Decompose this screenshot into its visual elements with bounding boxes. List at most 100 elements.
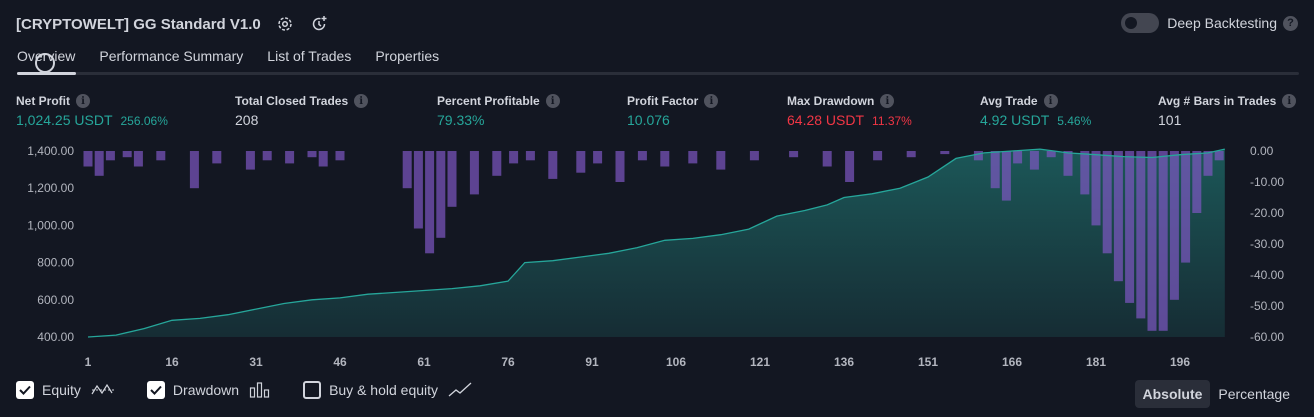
drawdown-bar — [335, 151, 345, 161]
drawdown-bar — [789, 151, 799, 158]
info-icon[interactable]: i — [545, 94, 560, 108]
x-tick-label: 16 — [165, 355, 179, 369]
drawdown-bar — [105, 151, 115, 161]
drawdown-bar — [262, 151, 272, 161]
y-right-tick-label: -20.00 — [1250, 206, 1284, 220]
drawdown-bar — [688, 151, 698, 164]
x-tick-label: 76 — [501, 355, 515, 369]
y-left-tick-label: 1,200.00 — [27, 181, 74, 195]
drawdown-checkbox[interactable]: Drawdown — [146, 381, 271, 399]
drawdown-bar — [189, 151, 199, 189]
y-right-tick-label: -50.00 — [1250, 299, 1284, 313]
drawdown-bar — [1113, 151, 1123, 282]
metric-value: 79.33% — [437, 112, 485, 128]
active-tab-indicator — [17, 72, 76, 75]
y-left-tick-label: 1,000.00 — [27, 218, 74, 232]
drawdown-bar — [1158, 151, 1168, 331]
add-alert-icon[interactable] — [309, 14, 329, 34]
trend-line-icon — [448, 382, 472, 398]
drawdown-bar — [1181, 151, 1191, 263]
drawdown-bar — [212, 151, 222, 164]
drawdown-bar — [1169, 151, 1179, 300]
absolute-button[interactable]: Absolute — [1134, 380, 1211, 408]
x-tick-label: 151 — [918, 355, 938, 369]
drawdown-bar — [469, 151, 479, 195]
drawdown-bar — [1147, 151, 1157, 331]
drawdown-bar — [156, 151, 166, 161]
drawdown-bar — [1046, 151, 1056, 158]
drawdown-bar — [593, 151, 603, 164]
x-tick-label: 196 — [1170, 355, 1190, 369]
percentage-button[interactable]: Percentage — [1218, 386, 1290, 402]
checkbox-checked-icon — [146, 381, 165, 399]
metric-label: Avg Trade — [980, 94, 1038, 108]
drawdown-bar — [716, 151, 726, 170]
scale-mode-switch: Absolute Percentage — [1134, 380, 1299, 408]
drawdown-bar — [83, 151, 93, 167]
drawdown-bar — [94, 151, 104, 176]
drawdown-bar — [1214, 151, 1224, 161]
checkbox-checked-icon — [16, 381, 34, 399]
help-icon[interactable]: ? — [1283, 15, 1298, 31]
info-icon[interactable]: i — [1043, 94, 1058, 108]
info-icon[interactable]: i — [76, 94, 90, 108]
tab-underline — [17, 72, 1299, 75]
metric-net-profit: Net Profit i 1,024.25 USDT 256.06% — [16, 93, 168, 128]
mouse-cursor — [35, 53, 55, 73]
x-tick-label: 106 — [666, 355, 686, 369]
drawdown-bar — [660, 151, 670, 167]
drawdown-bar — [973, 151, 983, 161]
deep-backtesting: Deep Backtesting ? — [1121, 13, 1298, 33]
tab-performance-summary[interactable]: Performance Summary — [99, 48, 244, 64]
y-right-tick-label: -10.00 — [1250, 175, 1284, 189]
info-icon[interactable]: i — [880, 94, 895, 108]
settings-gear-icon[interactable] — [275, 14, 295, 34]
tab-properties[interactable]: Properties — [375, 48, 440, 64]
metric-profit-factor: Profit Factor i 10.076 — [627, 93, 719, 128]
drawdown-bar — [615, 151, 625, 182]
drawdown-bar — [1125, 151, 1135, 303]
x-tick-label: 181 — [1086, 355, 1106, 369]
deep-backtesting-toggle[interactable] — [1121, 13, 1160, 33]
buy-hold-label: Buy & hold equity — [329, 382, 439, 398]
equity-drawdown-chart[interactable]: 1,400.00 1,200.00 1,000.00 800.00 600.00 400.… — [0, 140, 1314, 375]
drawdown-bar — [285, 151, 295, 164]
bar-chart-icon — [249, 382, 271, 398]
drawdown-bar — [1136, 151, 1146, 319]
metric-value: 1,024.25 USDT — [16, 112, 113, 128]
equity-line — [87, 148, 1225, 338]
metric-value: 101 — [1158, 112, 1182, 128]
report-tabs: Overview Performance Summary List of Tra… — [17, 48, 463, 66]
drawdown-bar — [402, 151, 412, 189]
x-tick-label: 121 — [750, 355, 770, 369]
x-tick-label: 31 — [249, 355, 263, 369]
drawdown-bar — [1063, 151, 1073, 176]
drawdown-label: Drawdown — [172, 382, 240, 398]
drawdown-bar — [245, 151, 255, 170]
drawdown-bar — [749, 151, 759, 161]
metric-avg-trade: Avg Trade i 4.92 USDT 5.46% — [980, 93, 1091, 128]
tab-list-of-trades[interactable]: List of Trades — [267, 48, 352, 64]
y-right-tick-label: 0.00 — [1250, 144, 1274, 158]
info-icon[interactable]: i — [354, 94, 369, 108]
drawdown-bar — [1029, 151, 1039, 170]
metric-percent: 256.06% — [120, 114, 168, 128]
line-chart-icon — [91, 383, 115, 397]
deep-backtesting-label: Deep Backtesting — [1167, 15, 1277, 31]
metric-label: Total Closed Trades — [235, 94, 349, 108]
buy-hold-equity-checkbox[interactable]: Buy & hold equity — [303, 381, 472, 399]
metric-value: 208 — [235, 112, 259, 128]
x-tick-label: 46 — [333, 355, 347, 369]
drawdown-bar — [576, 151, 586, 173]
drawdown-bar — [1192, 151, 1202, 213]
drawdown-bar — [873, 151, 883, 161]
checkbox-unchecked-icon — [303, 381, 322, 399]
info-icon[interactable]: i — [1282, 94, 1297, 108]
info-icon[interactable]: i — [704, 94, 719, 108]
metric-label: Net Profit — [16, 94, 70, 108]
x-tick-label: 1 — [85, 355, 92, 369]
drawdown-bar — [940, 151, 950, 155]
metric-label: Max Drawdown — [787, 94, 875, 108]
metric-label: Avg # Bars in Trades — [1158, 94, 1277, 108]
equity-checkbox[interactable]: Equity — [16, 381, 115, 399]
